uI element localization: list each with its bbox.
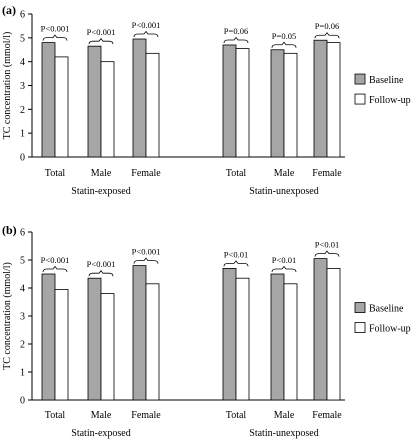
bar-baseline-4 — [270, 49, 285, 158]
bar-follow-up-5 — [326, 42, 341, 158]
legend-swatch — [354, 322, 366, 333]
p-value-label: P<0.01 — [272, 255, 296, 265]
chart-panel-a: (a) 0 1 2 3 4 5 6 TC concentration (mmol/l) P<0.0… — [2, 3, 411, 197]
x-tick-label: Female — [312, 410, 342, 421]
bar-follow-up-1 — [100, 61, 115, 158]
significance-bracket — [314, 32, 340, 39]
p-value-label: P<0.001 — [41, 24, 70, 34]
x-tick-label: Total — [226, 168, 247, 179]
bar-baseline-2 — [132, 38, 147, 158]
x-tick-label: Total — [226, 410, 247, 421]
legend-label: Baseline — [369, 304, 404, 315]
p-value-label: P<0.01 — [224, 249, 248, 259]
y-tick-label: 5 — [20, 256, 25, 267]
bar-baseline-5 — [313, 258, 328, 401]
y-tick-label: 0 — [20, 396, 25, 407]
bar-baseline-5 — [313, 39, 328, 158]
bar-follow-up-3 — [235, 48, 250, 158]
bar-follow-up-0 — [54, 56, 69, 158]
y-tick-label: 5 — [20, 33, 25, 44]
legend-label: Follow-up — [369, 324, 411, 335]
bar-baseline-0 — [41, 273, 56, 401]
y-tick-label: 6 — [20, 10, 25, 21]
p-value-label: P<0.01 — [315, 240, 339, 250]
significance-bracket — [314, 250, 340, 257]
bar-follow-up-2 — [145, 52, 160, 158]
bar-baseline-3 — [222, 44, 237, 158]
x-tick-label: Female — [131, 168, 161, 179]
legend: Baseline Follow-up — [354, 302, 411, 335]
p-value-label: P<0.001 — [132, 20, 161, 30]
bar-baseline-1 — [87, 277, 102, 401]
group-label: Statin-unexposed — [249, 186, 318, 197]
y-tick-label: 3 — [20, 81, 25, 92]
bar-follow-up-1 — [100, 293, 115, 401]
y-tick-label: 4 — [20, 57, 25, 68]
bar-follow-up-4 — [283, 283, 298, 401]
legend-swatch — [354, 93, 366, 105]
bar-baseline-3 — [222, 267, 237, 401]
y-tick-label: 2 — [20, 340, 25, 351]
significance-bracket — [88, 38, 114, 45]
p-value-label: P=0.05 — [272, 31, 296, 41]
y-tick-label: 4 — [20, 284, 25, 295]
x-tick-label: Total — [45, 168, 66, 179]
y-tick-label: 2 — [20, 105, 25, 116]
x-tick-label: Male — [274, 168, 295, 179]
significance-bracket — [223, 36, 249, 44]
significance-bracket — [271, 41, 297, 48]
significance-bracket — [271, 265, 297, 273]
bar-follow-up-4 — [283, 52, 298, 158]
group-label: Statin-unexposed — [249, 428, 318, 439]
y-axis-label: TC concentration (mmol/l) — [2, 32, 13, 140]
group-label: Statin-exposed — [71, 428, 130, 439]
y-tick-label: 6 — [20, 228, 25, 239]
legend-swatch — [354, 73, 366, 85]
x-tick-label: Total — [45, 410, 66, 421]
p-value-label: P=0.06 — [224, 26, 248, 36]
x-tick-label: Male — [91, 410, 112, 421]
x-tick-label: Male — [274, 410, 295, 421]
x-tick-label: Female — [131, 410, 161, 421]
y-axis-label: TC concentration (mmol/l) — [2, 262, 13, 370]
bar-baseline-0 — [41, 42, 56, 158]
p-value-label: P<0.001 — [41, 255, 70, 265]
legend-label: Follow-up — [369, 95, 411, 106]
group-label: Statin-exposed — [71, 186, 130, 197]
bar-baseline-4 — [270, 273, 285, 401]
y-tick-label: 1 — [20, 368, 25, 379]
x-tick-label: Female — [312, 168, 342, 179]
p-value-label: P<0.001 — [87, 27, 116, 37]
legend-label: Baseline — [369, 75, 404, 86]
bar-baseline-2 — [132, 265, 147, 401]
significance-bracket — [133, 30, 159, 38]
x-tick-label: Male — [91, 168, 112, 179]
significance-bracket — [223, 260, 249, 267]
y-tick-label: 1 — [20, 129, 25, 140]
p-value-label: P=0.06 — [315, 21, 339, 31]
significance-bracket — [88, 270, 114, 277]
legend: Baseline Follow-up — [354, 73, 411, 106]
significance-bracket — [133, 257, 159, 264]
bar-follow-up-5 — [326, 267, 341, 401]
significance-bracket — [42, 34, 68, 41]
y-tick-label: 3 — [20, 312, 25, 323]
legend-swatch — [354, 302, 366, 313]
p-value-label: P<0.001 — [132, 247, 161, 257]
bar-follow-up-3 — [235, 277, 250, 401]
y-tick-label: 0 — [20, 153, 25, 164]
significance-bracket — [42, 265, 68, 273]
chart-panel-b: (b) 0 1 2 3 4 5 6 TC concentration (mmol/l) P<0.0… — [2, 223, 411, 439]
panel-label: (b) — [2, 223, 17, 237]
p-value-label: P<0.001 — [87, 259, 116, 269]
panel-label: (a) — [2, 3, 16, 17]
bar-baseline-1 — [87, 45, 102, 158]
bar-follow-up-0 — [54, 288, 69, 401]
bar-follow-up-2 — [145, 283, 160, 401]
